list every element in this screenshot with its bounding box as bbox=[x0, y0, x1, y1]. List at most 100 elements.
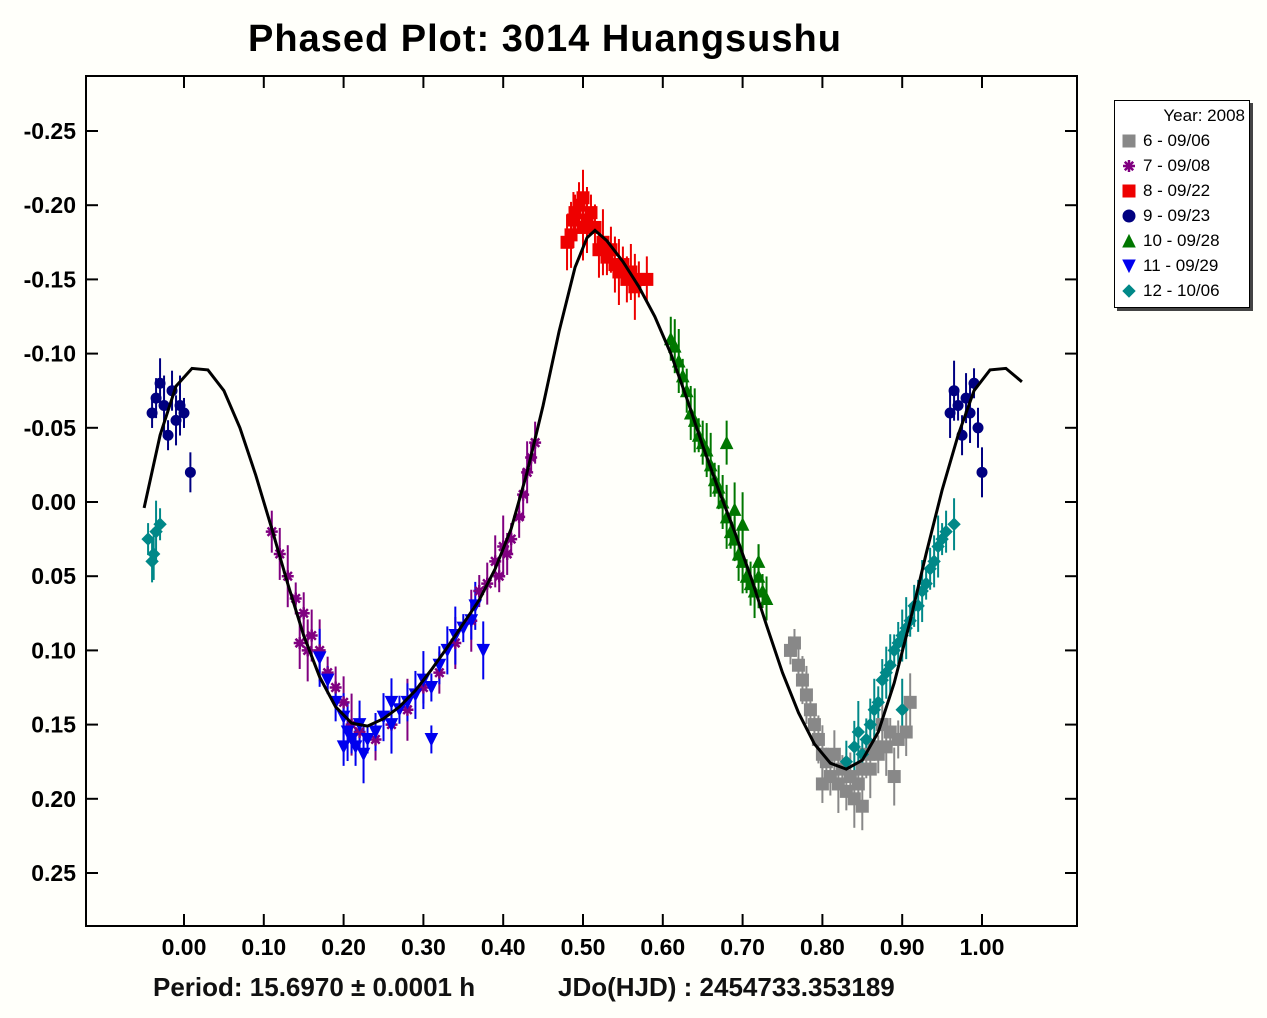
data-point bbox=[879, 740, 893, 754]
legend-marker-shape bbox=[1122, 233, 1136, 248]
data-point bbox=[153, 517, 167, 531]
legend-marker-shape bbox=[1122, 259, 1136, 274]
y-tick-label: -0.25 bbox=[24, 118, 77, 144]
x-tick-label: 0.80 bbox=[800, 934, 845, 960]
data-point bbox=[927, 554, 941, 569]
data-point bbox=[170, 414, 182, 426]
data-point bbox=[803, 703, 817, 717]
x-tick-label: 1.00 bbox=[960, 934, 1005, 960]
y-tick-label: -0.05 bbox=[24, 415, 77, 441]
legend: Year: 2008 6 - 09/06 7 - 09/08 8 - 09/22 9 … bbox=[1114, 100, 1250, 308]
data-point bbox=[863, 717, 877, 732]
legend-marker bbox=[1122, 184, 1136, 198]
data-point bbox=[584, 206, 598, 220]
data-point bbox=[313, 644, 326, 657]
data-point bbox=[827, 747, 841, 761]
data-point bbox=[566, 213, 580, 227]
data-point bbox=[337, 696, 350, 709]
y-tick-label: 0.10 bbox=[31, 637, 76, 663]
legend-label: 7 - 09/08 bbox=[1143, 156, 1211, 175]
x-tick-label: 0.30 bbox=[401, 934, 446, 960]
x-tick-label: 0.60 bbox=[640, 934, 685, 960]
data-point bbox=[576, 220, 590, 234]
data-point bbox=[141, 532, 155, 546]
data-point bbox=[871, 695, 885, 710]
data-point bbox=[293, 636, 306, 649]
y-tick-label: 0.25 bbox=[31, 860, 76, 886]
legend-item: 10 - 09/28 bbox=[1115, 228, 1249, 253]
fit-curve bbox=[142, 228, 1023, 771]
legend-marker bbox=[1122, 259, 1136, 274]
data-point bbox=[640, 272, 654, 286]
legend-label: 10 - 09/28 bbox=[1143, 231, 1220, 250]
data-point bbox=[289, 592, 302, 605]
data-point bbox=[851, 777, 865, 791]
axis-ticks: 0.00 0.10 0.20 0.30 0.40 0.50 0.60 0.70 0.80 0.90… bbox=[24, 76, 1077, 960]
data-point bbox=[281, 570, 294, 583]
data-point bbox=[305, 629, 318, 642]
legend-label: 11 - 09/29 bbox=[1143, 256, 1219, 275]
data-point bbox=[883, 658, 897, 672]
legend-item: 7 - 09/08 bbox=[1115, 153, 1249, 178]
data-point bbox=[972, 422, 984, 434]
data-point bbox=[751, 569, 766, 583]
data-point bbox=[903, 695, 917, 709]
x-tick-label: 0.70 bbox=[720, 934, 765, 960]
data-point bbox=[368, 725, 383, 740]
data-point bbox=[751, 554, 766, 568]
data-point bbox=[329, 681, 342, 694]
x-tick-label: 0.10 bbox=[241, 934, 286, 960]
y-tick-label: 0.05 bbox=[31, 563, 76, 589]
y-tick-label: -0.10 bbox=[24, 341, 76, 367]
data-point bbox=[417, 681, 430, 694]
legend-marker-shape bbox=[1123, 160, 1135, 172]
data-point bbox=[791, 658, 805, 672]
data-point bbox=[859, 732, 873, 747]
data-point bbox=[505, 533, 518, 546]
data-point bbox=[719, 435, 734, 450]
legend-marker bbox=[1122, 284, 1136, 298]
data-point bbox=[493, 570, 506, 583]
data-point bbox=[855, 799, 869, 813]
data-point bbox=[667, 339, 682, 353]
data-point bbox=[401, 703, 414, 716]
legend-marker-shape bbox=[1122, 209, 1136, 223]
data-point bbox=[895, 703, 909, 717]
data-point bbox=[154, 377, 166, 389]
y-tick-label: -0.20 bbox=[24, 192, 76, 218]
legend-label: 8 - 09/22 bbox=[1143, 181, 1211, 200]
epoch-label: JDo(HJD) : 2454733.353189 bbox=[558, 972, 895, 1002]
legend-marker bbox=[1123, 160, 1135, 172]
data-point bbox=[344, 732, 359, 747]
legend-marker-shape bbox=[1122, 134, 1136, 148]
data-point bbox=[887, 770, 901, 784]
legend-label: 9 - 09/23 bbox=[1143, 206, 1211, 225]
x-tick-label: 0.50 bbox=[561, 934, 606, 960]
data-point bbox=[433, 666, 446, 679]
data-point bbox=[952, 400, 964, 412]
legend-marker bbox=[1122, 209, 1136, 223]
data-point bbox=[976, 466, 988, 478]
x-tick-label: 0.20 bbox=[321, 934, 366, 960]
y-tick-label: 0.20 bbox=[31, 786, 76, 812]
legend-label: 6 - 09/06 bbox=[1143, 131, 1211, 150]
data-point bbox=[184, 466, 196, 478]
data-point bbox=[162, 429, 174, 441]
data-point bbox=[178, 407, 190, 419]
data-point bbox=[783, 643, 797, 657]
data-point bbox=[424, 732, 439, 747]
data-point bbox=[369, 733, 382, 746]
data-point bbox=[517, 488, 530, 501]
legend-label: 12 - 10/06 bbox=[1143, 281, 1220, 300]
data-point bbox=[348, 740, 363, 754]
x-tick-label: 0.40 bbox=[481, 934, 526, 960]
data-point bbox=[939, 524, 953, 539]
legend-item: 9 - 09/23 bbox=[1115, 203, 1249, 228]
data-point bbox=[336, 740, 351, 754]
legend-item: 6 - 09/06 bbox=[1115, 128, 1249, 153]
data-point bbox=[759, 591, 774, 605]
legend-marker-shape bbox=[1122, 284, 1136, 298]
data-point bbox=[735, 517, 750, 531]
data-point bbox=[944, 407, 956, 419]
